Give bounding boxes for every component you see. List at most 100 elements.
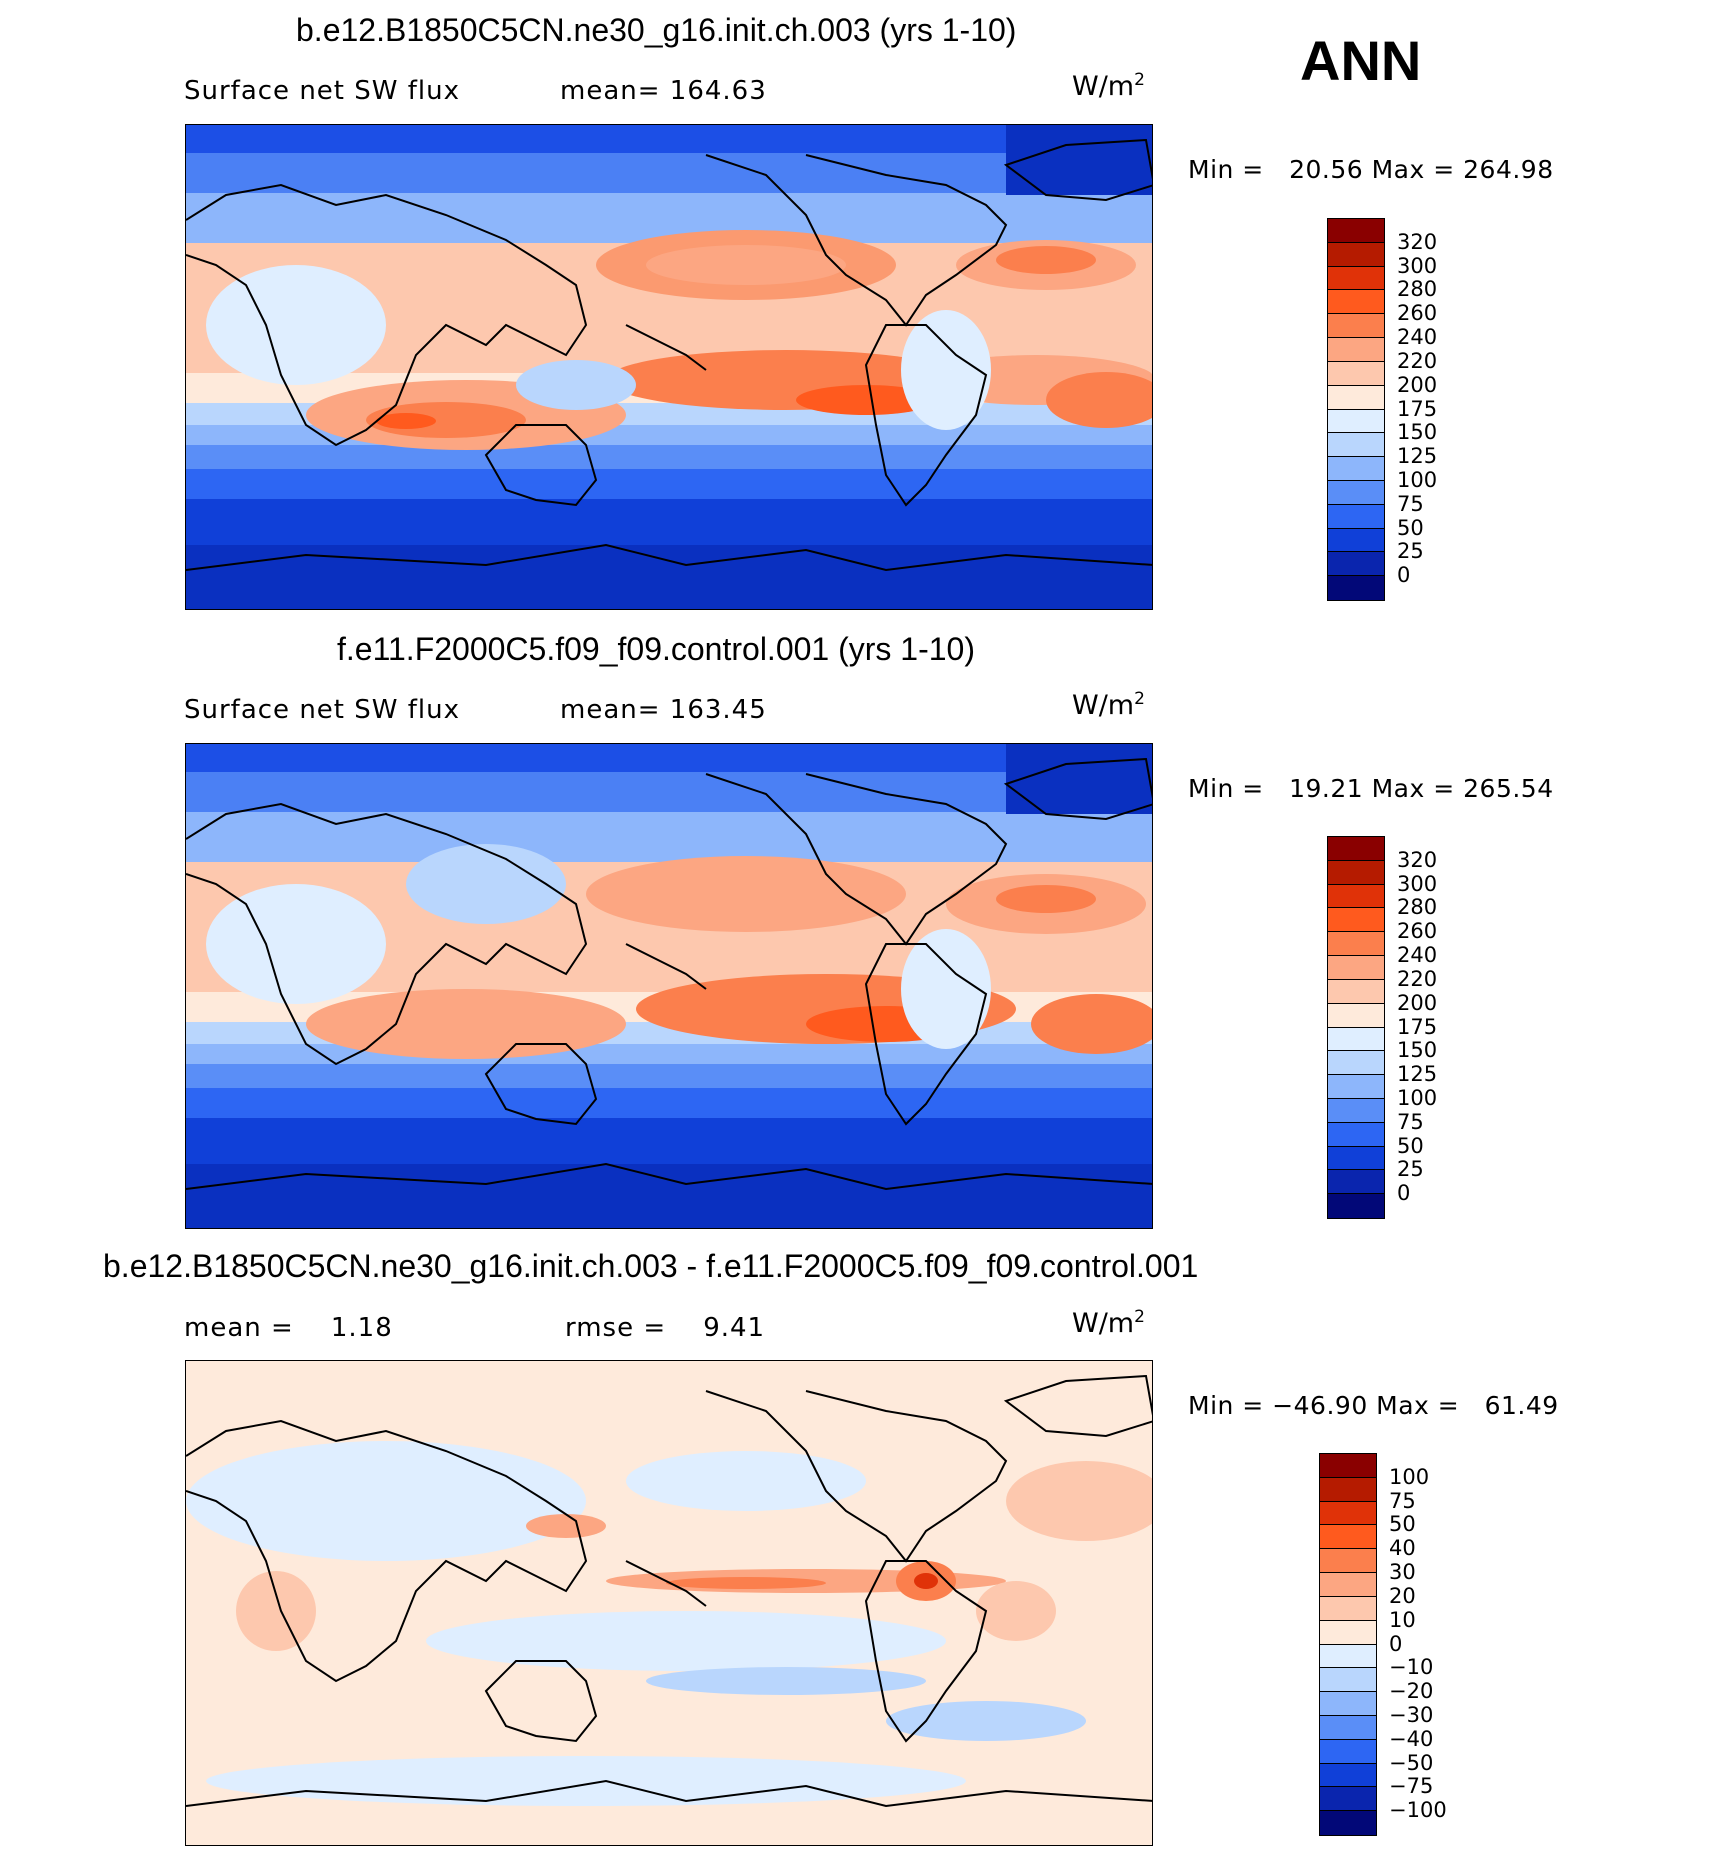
colorbar-segment (1328, 860, 1384, 885)
colorbar-tick-label: 280 (1397, 277, 1438, 302)
colorbar-segment (1328, 1146, 1384, 1171)
colorbar-tick-label: −40 (1389, 1726, 1434, 1751)
colorbar-tick-label: 20 (1389, 1583, 1416, 1608)
panel-1-unit: W/m2 (1072, 70, 1145, 102)
colorbar-segment (1320, 1573, 1376, 1597)
colorbar-tick-label: 50 (1397, 1133, 1424, 1158)
colorbar-segment (1320, 1454, 1376, 1478)
colorbar-segment (1328, 409, 1384, 434)
panel-2-minmax: Min = 19.21 Max = 265.54 (1188, 774, 1554, 803)
colorbar-tick-label: 75 (1397, 1109, 1424, 1134)
colorbar-tick-label: 75 (1397, 491, 1424, 516)
colorbar-tick-label: 240 (1397, 943, 1438, 968)
panel-1-minmax: Min = 20.56 Max = 264.98 (1188, 155, 1554, 184)
colorbar-tick-label: 75 (1389, 1488, 1416, 1513)
colorbar-tick-label: 220 (1397, 966, 1438, 991)
colorbar-segment (1328, 1122, 1384, 1147)
panel-3-rmse: rmse = 9.41 (565, 1313, 766, 1343)
colorbar-segment (1320, 1668, 1376, 1693)
colorbar-segment (1328, 908, 1384, 933)
colorbar-tick-label: 0 (1397, 563, 1411, 588)
colorbar-segment (1328, 1051, 1384, 1076)
colorbar-segment (1328, 528, 1384, 553)
colorbar-segment (1328, 837, 1384, 861)
colorbar-tick-label: 100 (1389, 1464, 1430, 1489)
colorbar-segment (1328, 552, 1384, 577)
colorbar-tick-label: 125 (1397, 1062, 1438, 1087)
colorbar-tick-label: 280 (1397, 895, 1438, 920)
colorbar-tick-label: 100 (1397, 1085, 1438, 1110)
panel-3-title: b.e12.B1850C5CN.ne30_g16.init.ch.003 - f… (103, 1248, 1199, 1284)
colorbar-tick-label: 260 (1397, 919, 1438, 944)
panel-2-mean: mean= 163.45 (560, 695, 767, 725)
panel-1-title: b.e12.B1850C5CN.ne30_g16.init.ch.003 (yr… (296, 12, 1017, 48)
colorbar-tick-label: −10 (1389, 1655, 1434, 1680)
colorbar-tick-label: 150 (1397, 1038, 1438, 1063)
colorbar-segment (1328, 884, 1384, 909)
colorbar-tick-label: 0 (1389, 1631, 1403, 1656)
colorbar-segment (1320, 1501, 1376, 1526)
colorbar-segment (1320, 1620, 1376, 1645)
colorbar-tick-label: 50 (1389, 1512, 1416, 1537)
colorbar-tick-label: 25 (1397, 1157, 1424, 1182)
panel-2-unit: W/m2 (1072, 689, 1145, 721)
colorbar-segment (1320, 1644, 1376, 1669)
colorbar-segment (1328, 242, 1384, 267)
colorbar-segment (1328, 361, 1384, 386)
colorbar-tick-label: −50 (1389, 1750, 1434, 1775)
colorbar-tick-label: 10 (1389, 1607, 1416, 1632)
colorbar-tick-label: 50 (1397, 515, 1424, 540)
colorbar-tick-label: 200 (1397, 372, 1438, 397)
colorbar-segment (1328, 1003, 1384, 1028)
colorbar-tick-label: 320 (1397, 229, 1438, 254)
colorbar-tick-label: −75 (1389, 1774, 1434, 1799)
colorbar-tick-label: 300 (1397, 253, 1438, 278)
panel-1-variable: Surface net SW flux (184, 76, 460, 106)
colorbar-segment (1328, 1027, 1384, 1052)
colorbar-segment (1328, 266, 1384, 291)
panel-2-map (185, 743, 1153, 1229)
panel-3-colorbar (1319, 1453, 1377, 1836)
colorbar-segment (1320, 1763, 1376, 1788)
colorbar-segment (1320, 1477, 1376, 1502)
panel-1-colorbar (1327, 218, 1385, 601)
panel-3-minmax: Min = −46.90 Max = 61.49 (1188, 1391, 1559, 1420)
colorbar-tick-label: 300 (1397, 871, 1438, 896)
colorbar-segment (1328, 1098, 1384, 1123)
colorbar-segment (1328, 219, 1384, 243)
colorbar-tick-label: 200 (1397, 990, 1438, 1015)
colorbar-tick-label: 125 (1397, 444, 1438, 469)
colorbar-segment (1320, 1525, 1376, 1550)
colorbar-tick-label: 320 (1397, 847, 1438, 872)
colorbar-tick-label: 260 (1397, 301, 1438, 326)
colorbar-tick-label: 150 (1397, 420, 1438, 445)
panel-1-mean: mean= 164.63 (560, 76, 767, 106)
panel-2-variable: Surface net SW flux (184, 695, 460, 725)
colorbar-segment (1320, 1787, 1376, 1812)
colorbar-tick-label: 0 (1397, 1181, 1411, 1206)
colorbar-segment (1328, 1194, 1384, 1218)
colorbar-segment (1328, 504, 1384, 529)
colorbar-tick-label: 30 (1389, 1560, 1416, 1585)
colorbar-tick-label: −100 (1389, 1798, 1447, 1823)
season-label: ANN (1300, 29, 1422, 92)
panel-3-mean: mean = 1.18 (184, 1313, 393, 1343)
colorbar-tick-label: 40 (1389, 1536, 1416, 1561)
colorbar-segment (1328, 385, 1384, 410)
colorbar-tick-label: 25 (1397, 539, 1424, 564)
colorbar-tick-label: 175 (1397, 396, 1438, 421)
panel-2-colorbar (1327, 836, 1385, 1219)
panel-3-unit: W/m2 (1072, 1307, 1145, 1339)
colorbar-tick-label: 175 (1397, 1014, 1438, 1039)
colorbar-segment (1328, 338, 1384, 362)
colorbar-segment (1320, 1549, 1376, 1574)
colorbar-segment (1328, 457, 1384, 481)
colorbar-segment (1328, 979, 1384, 1004)
colorbar-segment (1328, 1170, 1384, 1195)
colorbar-segment (1320, 1715, 1376, 1740)
colorbar-tick-label: −30 (1389, 1702, 1434, 1727)
colorbar-segment (1320, 1596, 1376, 1621)
panel-2-title: f.e11.F2000C5.f09_f09.control.001 (yrs 1… (337, 631, 975, 667)
colorbar-segment (1328, 1075, 1384, 1099)
colorbar-segment (1320, 1692, 1376, 1716)
